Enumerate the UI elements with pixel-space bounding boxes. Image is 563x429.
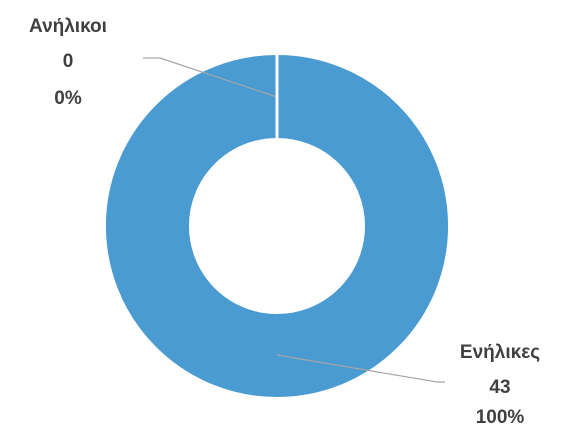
- value-label: 0: [63, 51, 74, 72]
- leader-line: [276, 354, 445, 383]
- category-label: Ανήλικοι: [29, 16, 107, 37]
- doughnut-slice: [104, 52, 450, 400]
- percentage-label: 0%: [54, 88, 82, 109]
- leader-line: [143, 57, 278, 98]
- percentage-label: 100%: [476, 407, 525, 428]
- value-label: 43: [489, 377, 510, 398]
- category-label: Ενήλικες: [460, 342, 540, 363]
